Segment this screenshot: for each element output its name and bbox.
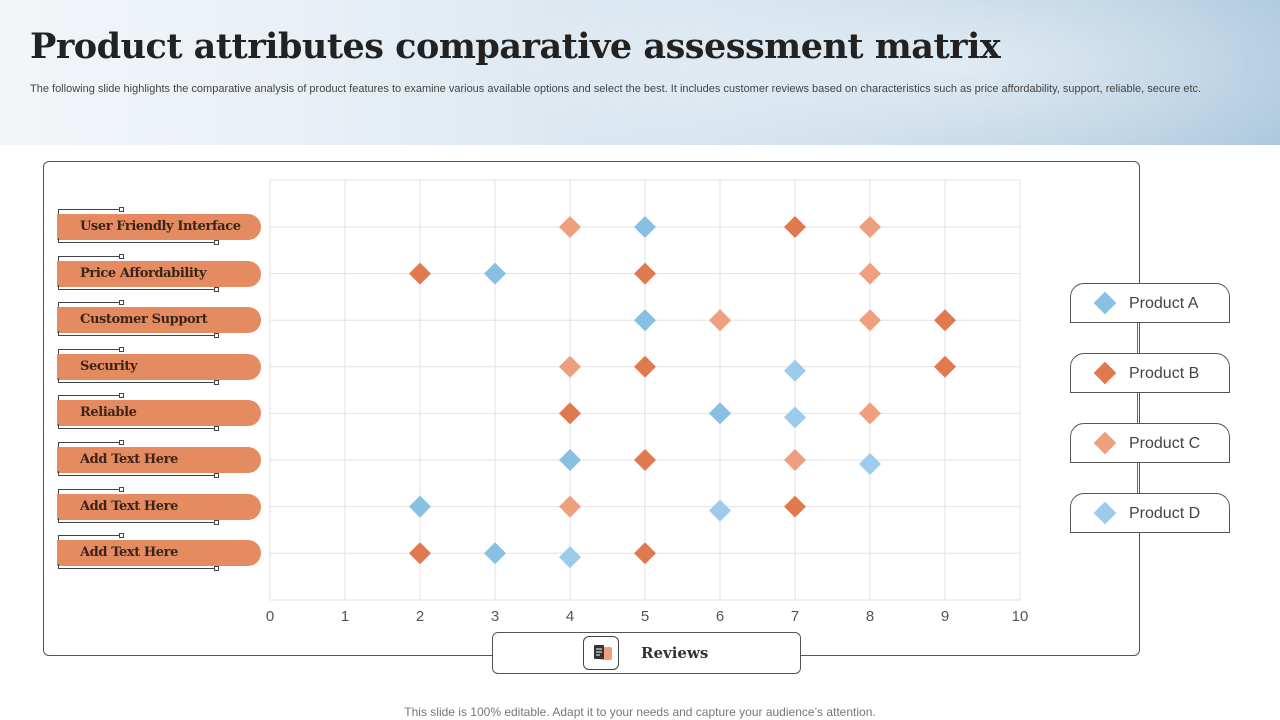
legend-item-product-a: Product A bbox=[1070, 283, 1230, 323]
legend-item-product-b: Product B bbox=[1070, 353, 1230, 393]
attribute-decor-bottom bbox=[58, 471, 219, 478]
attribute-decor-top bbox=[58, 207, 124, 214]
attribute-decor-bottom bbox=[58, 284, 219, 292]
legend-connector bbox=[1137, 323, 1138, 493]
attribute-decor-bottom bbox=[58, 377, 219, 385]
attribute-label-pill: User Friendly Interface bbox=[57, 214, 261, 240]
attribute-decor-top bbox=[58, 253, 124, 261]
attribute-label: Price Affordability bbox=[80, 265, 207, 281]
attribute-label-pill: Customer Support bbox=[57, 307, 261, 334]
attribute-label-pill: Add Text Here bbox=[57, 447, 261, 473]
attribute-label: Customer Support bbox=[80, 312, 208, 328]
attribute-decor-bottom bbox=[58, 517, 219, 525]
legend-marker bbox=[1093, 501, 1117, 525]
attribute-label: User Friendly Interface bbox=[80, 219, 241, 234]
attribute-decor-top bbox=[58, 440, 124, 447]
x-axis-title-box: Reviews bbox=[492, 632, 801, 674]
footer-note: This slide is 100% editable. Adapt it to… bbox=[404, 705, 876, 719]
attribute-label-pill: Security bbox=[57, 353, 261, 380]
page-title: Product attributes comparative assessmen… bbox=[30, 26, 1001, 67]
attribute-label-pill: Reliable bbox=[57, 400, 261, 427]
attribute-decor-top bbox=[58, 346, 124, 354]
attribute-label: Security bbox=[80, 358, 138, 374]
attribute-decor-bottom bbox=[58, 424, 219, 432]
attribute-label: Add Text Here bbox=[80, 452, 179, 467]
page-subtitle: The following slide highlights the compa… bbox=[30, 83, 1202, 95]
legend-marker bbox=[1093, 291, 1117, 315]
legend-label: Product B bbox=[1129, 365, 1200, 382]
attribute-decor-top bbox=[58, 393, 124, 401]
attribute-decor-bottom bbox=[58, 331, 219, 339]
legend-item-product-c: Product C bbox=[1070, 423, 1230, 463]
legend-label: Product C bbox=[1129, 435, 1201, 452]
document-icon bbox=[594, 645, 612, 660]
legend-item-product-d: Product D bbox=[1070, 493, 1230, 533]
legend-marker bbox=[1093, 431, 1117, 455]
attribute-label: Add Text Here bbox=[80, 545, 179, 561]
attribute-decor-top bbox=[58, 300, 124, 308]
attribute-label-pill: Add Text Here bbox=[57, 540, 261, 567]
attribute-label-pill: Price Affordability bbox=[57, 260, 261, 287]
legend-label: Product D bbox=[1129, 505, 1201, 522]
legend-marker bbox=[1093, 361, 1117, 385]
attribute-decor-bottom bbox=[58, 564, 219, 572]
attribute-label: Add Text Here bbox=[80, 498, 179, 514]
attribute-decor-top bbox=[58, 533, 124, 541]
attribute-label-pill: Add Text Here bbox=[57, 493, 261, 520]
attribute-label: Reliable bbox=[80, 405, 137, 421]
reviews-icon-frame bbox=[583, 636, 619, 670]
attribute-decor-bottom bbox=[58, 238, 219, 245]
attribute-decor-top bbox=[58, 486, 124, 494]
legend-label: Product A bbox=[1129, 295, 1199, 312]
x-axis-title: Reviews bbox=[641, 644, 709, 662]
header-banner: Product attributes comparative assessmen… bbox=[0, 0, 1280, 145]
